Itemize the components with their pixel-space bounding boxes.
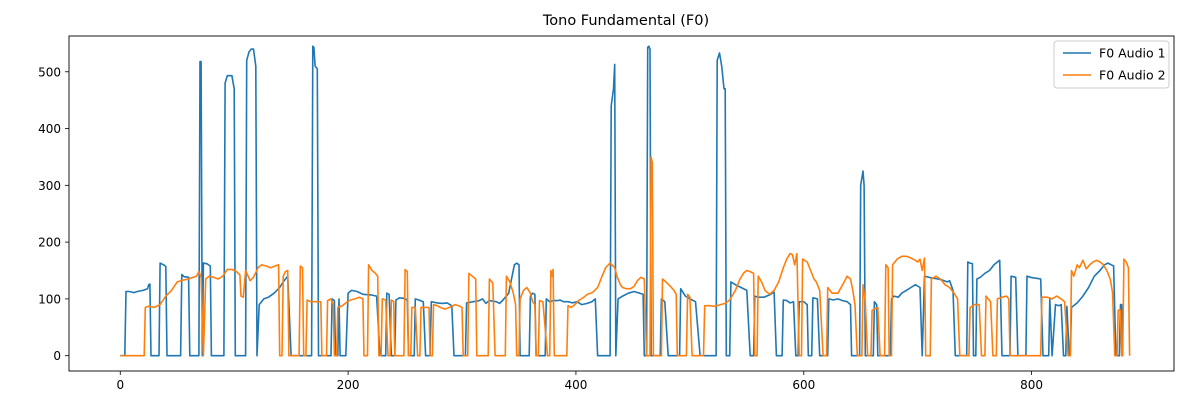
y-tick-label: 0 bbox=[53, 349, 61, 363]
y-tick-label: 300 bbox=[38, 179, 61, 193]
legend: F0 Audio 1 F0 Audio 2 bbox=[1053, 40, 1170, 89]
y-tick-label: 200 bbox=[38, 236, 61, 250]
series-line-audio-1 bbox=[120, 45, 1124, 357]
x-tick-label: 400 bbox=[564, 378, 587, 392]
legend-label-audio-2: F0 Audio 2 bbox=[1099, 68, 1166, 83]
chart-title: Tono Fundamental (F0) bbox=[542, 13, 709, 29]
plot-frame bbox=[68, 35, 1175, 372]
x-tick-label: 0 bbox=[116, 378, 124, 392]
x-tick-label: 600 bbox=[792, 378, 815, 392]
y-tick-label: 100 bbox=[38, 292, 61, 306]
series-line-audio-2 bbox=[120, 156, 1131, 357]
x-tick-label: 200 bbox=[337, 378, 360, 392]
x-tick-label: 800 bbox=[1020, 378, 1043, 392]
legend-label-audio-1: F0 Audio 1 bbox=[1099, 46, 1166, 61]
y-tick-label: 400 bbox=[38, 122, 61, 136]
series-lines bbox=[120, 45, 1131, 357]
y-tick-label: 500 bbox=[38, 65, 61, 79]
axis-ticks: 0 200 400 600 800 0 100 200 300 400 500 bbox=[38, 65, 1043, 392]
